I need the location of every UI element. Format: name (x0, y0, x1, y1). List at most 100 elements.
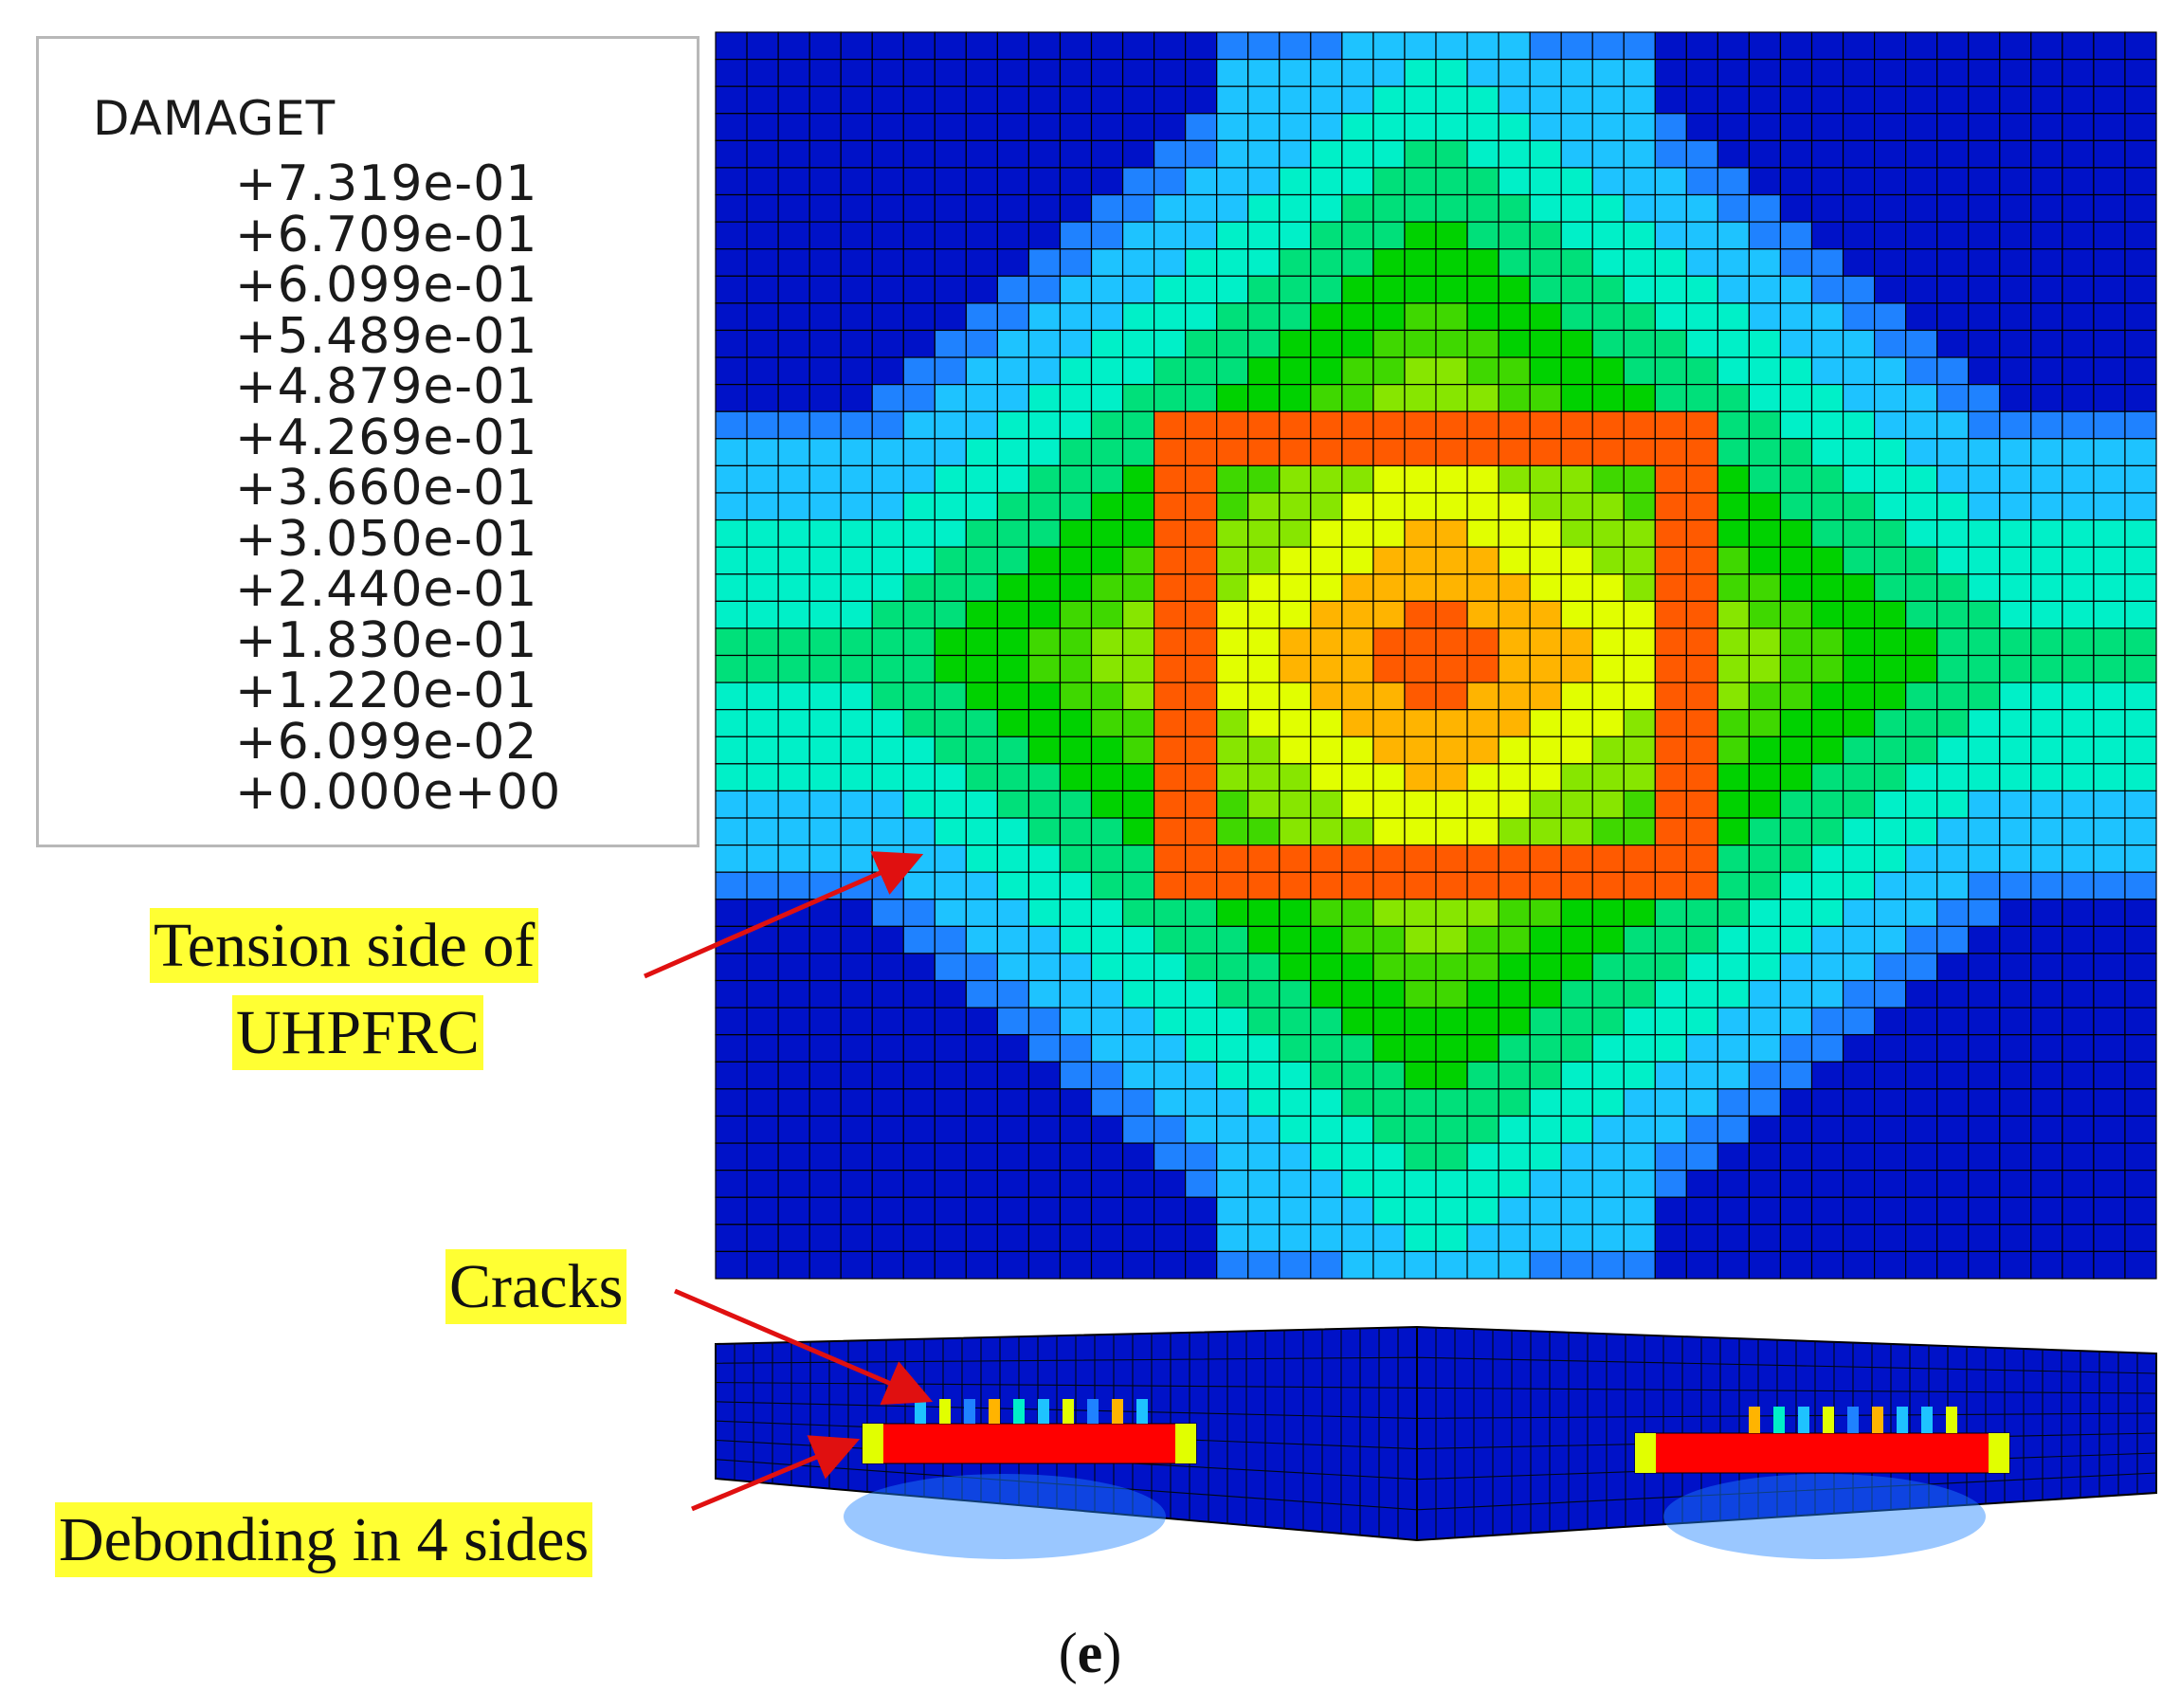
mesh-element (1560, 899, 1593, 927)
mesh-element (1341, 681, 1374, 711)
mesh-element (1591, 790, 1625, 819)
mesh-element (1654, 1061, 1687, 1090)
mesh-element (902, 438, 936, 466)
mesh-element (1529, 600, 1562, 629)
mesh-element (840, 518, 873, 548)
mesh-element (746, 817, 779, 846)
mesh-element (840, 1061, 873, 1090)
mesh-element (871, 1250, 904, 1280)
mesh-element (1560, 31, 1593, 61)
mesh-element (2062, 979, 2095, 1008)
mesh-element (1717, 410, 1751, 440)
mesh-element (1435, 1196, 1468, 1226)
mesh-element (746, 1088, 779, 1117)
mesh-element (1654, 681, 1687, 711)
mesh-element (1154, 492, 1187, 521)
mesh-element (1154, 275, 1187, 304)
mesh-element (2093, 925, 2126, 954)
mesh-element (1247, 1034, 1281, 1063)
mesh-element (1090, 31, 1124, 61)
mesh-element (902, 681, 936, 711)
mesh-element (1216, 654, 1249, 683)
mesh-element (1341, 1034, 1374, 1063)
mesh-element (1874, 113, 1907, 141)
mesh-element (1310, 464, 1343, 494)
mesh-element (1027, 221, 1062, 250)
mesh-element (1623, 600, 1656, 629)
mesh-element (1498, 85, 1531, 115)
mesh-element (1905, 410, 1938, 440)
mesh-element (934, 1115, 967, 1144)
mesh-element (1591, 85, 1625, 115)
mesh-element (1435, 763, 1468, 792)
mesh-element (715, 1142, 748, 1172)
mesh-element (1936, 58, 1970, 87)
mesh-element (1498, 410, 1531, 440)
mesh-element (1529, 573, 1562, 602)
mesh-element (1404, 384, 1437, 412)
mesh-element (1154, 1034, 1187, 1063)
mesh-element (1121, 139, 1155, 169)
mesh-element (2030, 85, 2063, 115)
mesh-element (1372, 356, 1406, 386)
mesh-element (715, 1088, 748, 1117)
mesh-element (1279, 925, 1312, 954)
mesh-element (1717, 167, 1751, 196)
mesh-element (777, 573, 810, 602)
mesh-element (965, 925, 998, 954)
mesh-element (1027, 85, 1062, 115)
mesh-element (777, 275, 810, 304)
mesh-element (1529, 248, 1562, 277)
mesh-element (965, 790, 998, 819)
mesh-element (1560, 763, 1593, 792)
mesh-element (808, 600, 842, 629)
mesh-element (1059, 139, 1093, 169)
mesh-element (871, 438, 904, 466)
mesh-element (1968, 113, 2001, 141)
mesh-element (1905, 1196, 1938, 1226)
mesh-element (965, 438, 998, 466)
mesh-element (1090, 438, 1124, 466)
mesh-element (1654, 899, 1687, 927)
mesh-element (871, 356, 904, 386)
mesh-element (808, 193, 842, 223)
mesh-element (1968, 871, 2001, 900)
mesh-element (902, 464, 936, 494)
mesh-element (1905, 546, 1938, 575)
mesh-element (1999, 654, 2032, 683)
mesh-element (777, 167, 810, 196)
mesh-element (2062, 1034, 2095, 1063)
mesh-element (1529, 1034, 1562, 1063)
mesh-element (2124, 167, 2157, 196)
mesh-element (1310, 85, 1343, 115)
mesh-element (1404, 492, 1437, 521)
mesh-element (1059, 627, 1093, 657)
mesh-element (1310, 167, 1343, 196)
mesh-element (2124, 845, 2157, 873)
mesh-element (1874, 464, 1907, 494)
mesh-element (1999, 58, 2032, 87)
mesh-element (1779, 899, 1813, 927)
mesh-element (1435, 1061, 1468, 1090)
mesh-element (2062, 492, 2095, 521)
mesh-element (1842, 85, 1876, 115)
mesh-element (2030, 139, 2063, 169)
mesh-element (1779, 464, 1813, 494)
mesh-element (1591, 1088, 1625, 1117)
mesh-element (1968, 1061, 2001, 1090)
mesh-element (1247, 736, 1281, 765)
mesh-element (1027, 845, 1062, 873)
mesh-element (1717, 681, 1751, 711)
mesh-element (1247, 518, 1281, 548)
mesh-element (1154, 464, 1187, 494)
mesh-element (1717, 193, 1751, 223)
mesh-element (1121, 248, 1155, 277)
mesh-element (1154, 600, 1187, 629)
mesh-element (2093, 817, 2126, 846)
mesh-element (1748, 167, 1782, 196)
mesh-element (1216, 573, 1249, 602)
mesh-element (1435, 193, 1468, 223)
mesh-element (1498, 438, 1531, 466)
mesh-element (1560, 546, 1593, 575)
mesh-element (1654, 518, 1687, 548)
